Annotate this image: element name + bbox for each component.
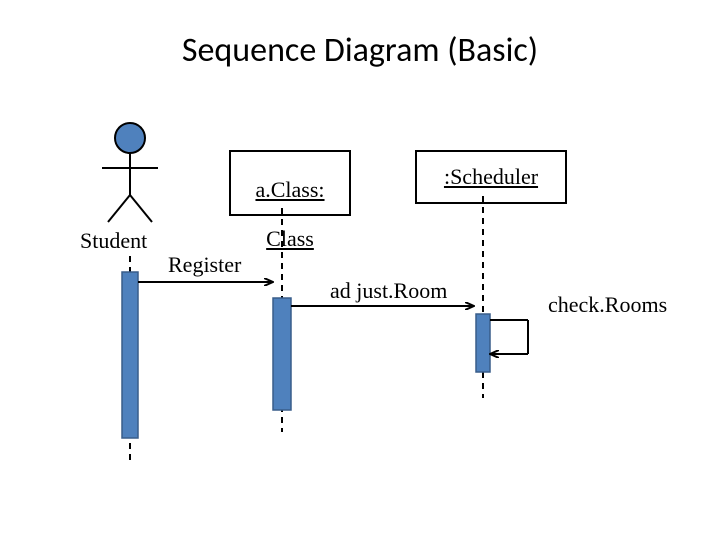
message-label-register: Register bbox=[168, 252, 241, 278]
diagram-title: Sequence Diagram (Basic) bbox=[0, 30, 720, 71]
actor-label-student: Student bbox=[80, 228, 147, 254]
diagram-svg bbox=[0, 0, 720, 540]
object-label-class-line1: a.Class: bbox=[255, 177, 324, 202]
object-label-class-line2: Class bbox=[266, 226, 314, 251]
object-box-scheduler: :Scheduler bbox=[415, 150, 567, 204]
message-label-checkrooms: check.Rooms bbox=[548, 292, 667, 318]
message-label-adjustroom: ad just.Room bbox=[330, 278, 447, 304]
object-label-scheduler: :Scheduler bbox=[444, 165, 538, 189]
object-box-class: a.Class: Class bbox=[229, 150, 351, 216]
